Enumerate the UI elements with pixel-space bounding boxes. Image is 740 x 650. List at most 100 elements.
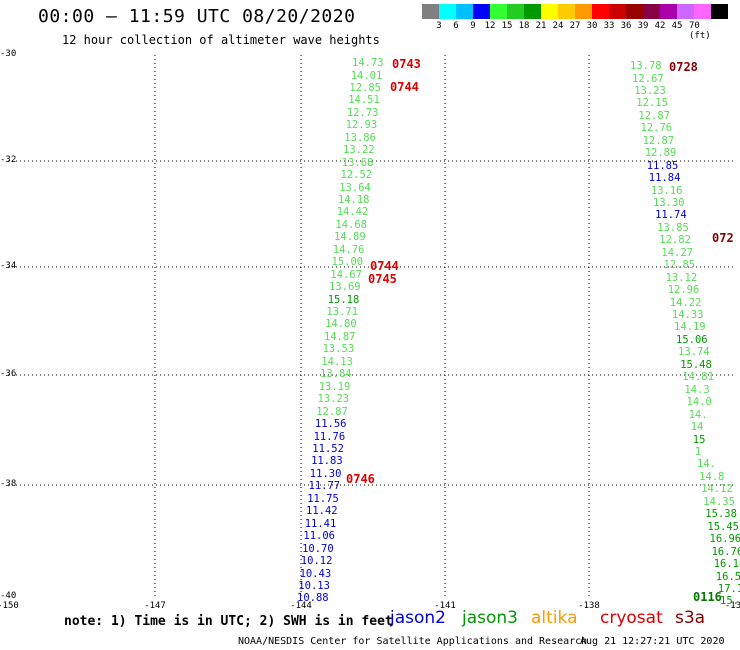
wave-height-value: 13.16 [650,184,683,197]
wave-height-value: 14.67 [330,268,362,281]
lon-label: -144 [290,601,312,611]
wave-height-value: 12.52 [340,169,373,182]
track-time-label: 0744 [370,259,399,273]
wave-height-value: 13.84 [320,368,352,381]
scale-swatch [575,4,592,19]
lat-label: -40 [0,591,17,601]
wave-height-value: 11.56 [314,418,347,430]
wave-height-value: 12.87 [638,109,670,122]
wave-height-value: 12.15 [636,97,668,110]
wave-height-value: 15.00 [331,256,364,269]
track-time-label: 0728 [669,60,698,74]
wave-height-value: 13.64 [339,181,371,194]
lon-label: -138 [578,601,600,611]
wave-height-value: 10.43 [299,567,332,580]
color-scale-bar [422,4,728,19]
wave-height-value: 13.85 [657,221,689,234]
wave-height-value: 14. [697,458,716,471]
satellite-legend-s3a: s3a [675,608,706,628]
scale-label: 6 [453,21,459,31]
wave-height-value: 11.77 [308,480,341,493]
wave-height-value: 12.85 [349,81,381,94]
scale-swatch [609,4,626,19]
scale-label: 39 [637,21,649,31]
lon-label: -147 [144,601,166,611]
color-scale-labels: 3 6 9 12 15 18 21 24 27 30 33 36 39 42 45 70 (ft) [422,21,728,41]
wave-height-value: 14.12 [701,483,733,496]
scale-label: 30 [586,21,598,31]
wave-height-value: 14.8 [699,470,725,483]
scale-label: 15 [501,21,513,31]
wave-height-value: 11.42 [306,505,338,518]
wave-height-value: 10.13 [298,579,330,592]
scale-label: 18 [518,21,530,31]
lat-label: -38 [0,479,17,489]
wave-height-value: 14.27 [661,246,693,259]
scale-swatch [626,4,643,19]
lat-label: -34 [0,261,17,271]
wave-height-value: 13.69 [329,281,361,294]
wave-height-value: 14.42 [336,206,369,219]
wave-height-value: 15.38 [705,508,737,521]
map-subtitle: 12 hour collection of altimeter wave hei… [62,33,380,47]
wave-height-value: 12.87 [642,134,675,147]
scale-label: 70 (ft) [689,21,711,41]
wave-height-value: 13.30 [653,196,685,209]
scale-swatch [422,4,439,19]
wave-height-value: 14. [688,408,708,421]
wave-height-value: 14.87 [323,330,356,343]
scale-swatch [524,4,541,19]
wave-height-value: 14.35 [703,495,735,508]
satellite-legend-cryosat: cryosat [600,608,663,628]
scale-swatch [507,4,524,19]
wave-height-value: 12.96 [667,284,700,297]
satellite-legend-jason3: jason3 [462,608,518,628]
wave-height-value: 10.12 [300,555,333,567]
map-title: 00:00 – 11:59 UTC 08/20/2020 [38,6,356,27]
wave-height-value: 11.41 [304,517,337,530]
wave-height-value: 15.18 [327,293,360,306]
scale-label: 27 [569,21,581,31]
lat-label: -32 [0,155,17,165]
wave-height-value: 12.73 [346,106,379,119]
wave-height-value: 11.75 [307,492,339,505]
credit-text: NOAA/NESDIS Center for Satellite Applica… [238,636,588,647]
wave-height-value: 14.51 [348,94,380,107]
scale-label: 3 [436,21,442,31]
wave-height-value: 10.70 [302,542,334,555]
scale-swatch [643,4,660,19]
wave-height-value: 15 [692,433,706,446]
wave-height-value: 13.74 [678,346,710,359]
wave-height-value: 16.18 [713,558,740,570]
wave-height-value: 14.3 [684,383,710,396]
wave-height-value: 14.13 [321,355,353,368]
wave-height-value: 12.82 [659,234,691,247]
wave-height-value: 14.19 [674,321,706,334]
scale-swatch [677,4,694,19]
wave-height-value: 14 [690,421,704,433]
scale-swatch [490,4,507,19]
track-time-label: 072 [712,231,734,245]
lon-label: -150 [0,601,19,611]
wave-height-value: 16.96 [709,533,740,546]
lon-label: -141 [434,601,456,611]
satellite-legend-altika: altika [531,608,578,628]
footnote: note: 1) Time is in UTC; 2) SWH is in fe… [64,614,393,629]
wave-height-value: 1 [694,445,702,458]
lat-label: -36 [0,369,17,379]
wave-height-value: 11.06 [303,530,335,543]
scale-swatch [473,4,490,19]
wave-height-value: 12.93 [345,119,378,132]
track-time-label: 0743 [392,57,421,71]
wave-height-value: 14.0 [686,396,712,409]
scale-label: 36 [620,21,632,31]
scale-swatch [711,4,728,19]
wave-height-value: 12.85 [663,259,696,272]
wave-height-value: 11.76 [313,430,346,443]
wave-height-value: 15.48 [680,358,712,371]
scale-swatch [592,4,609,19]
scale-label: 24 [552,21,564,31]
track-time-label: 0746 [346,472,375,486]
scale-label: 33 [603,21,615,31]
scale-label: 12 [484,21,496,31]
